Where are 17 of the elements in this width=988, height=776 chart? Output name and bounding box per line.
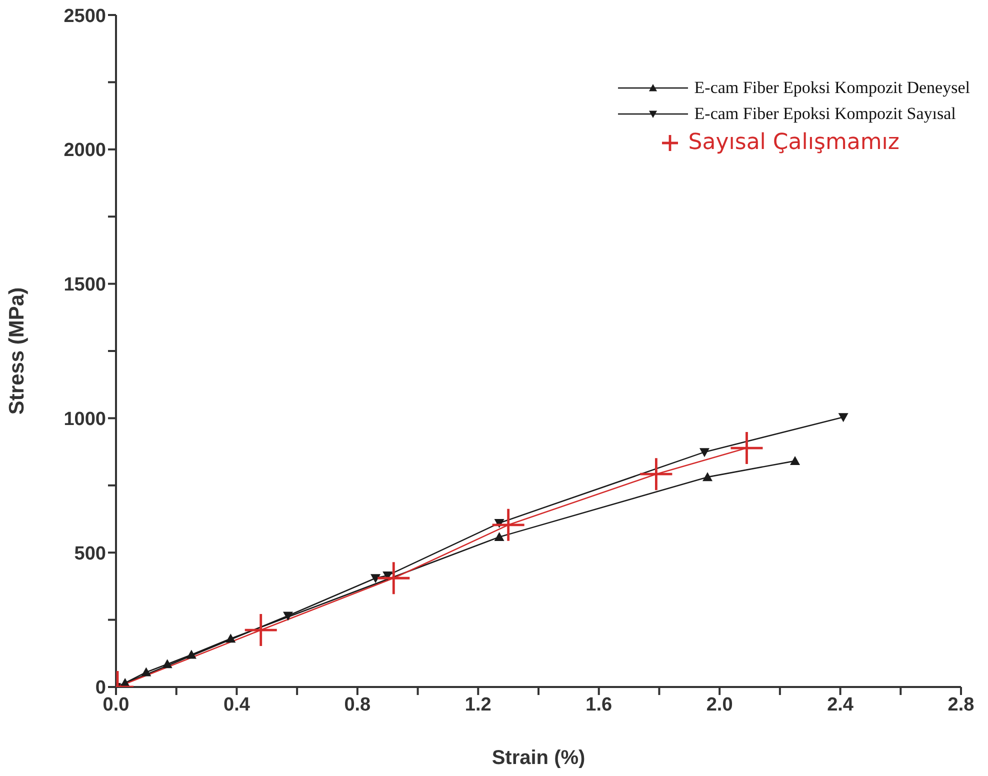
x-tick-label: 2.0	[706, 694, 733, 716]
x-tick-label: 0.4	[224, 694, 250, 716]
y-tick-label: 1500	[64, 274, 106, 296]
y-tick-label: 2500	[64, 6, 106, 27]
x-tick-label: 1.2	[464, 694, 492, 716]
x-axis-title: Strain (%)	[492, 747, 586, 769]
x-tick-label: 0.8	[344, 694, 371, 716]
legend-label: Sayısal Çalışmamız	[688, 130, 900, 155]
y-tick-label: 500	[74, 543, 106, 564]
y-tick-label: 2000	[64, 140, 106, 162]
x-tick-label: 1.6	[586, 694, 612, 716]
y-tick-label: 1000	[64, 408, 106, 430]
y-axis-title: Stress (MPa)	[5, 287, 28, 415]
legend-label: E-cam Fiber Epoksi Kompozit Deneysel	[694, 78, 970, 98]
x-tick-label: 2.8	[948, 694, 974, 716]
x-tick-label: 2.4	[827, 694, 854, 716]
legend-label: E-cam Fiber Epoksi Kompozit Sayısal	[694, 104, 956, 124]
